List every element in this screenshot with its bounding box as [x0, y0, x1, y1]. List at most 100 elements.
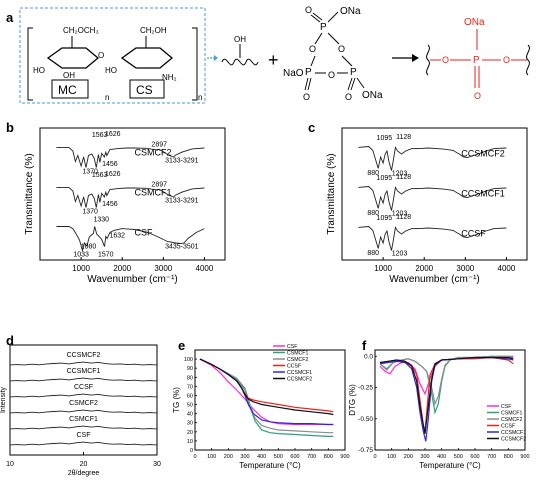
peak-label-ccsmcf1-8: 1203	[392, 211, 408, 218]
legend-label-csmcf1: CSMCF1	[501, 411, 522, 417]
product-chain-left	[426, 44, 430, 76]
x-axis-label: Temperature (°C)	[239, 461, 301, 470]
legend-label-ccsf: CCSF	[287, 364, 301, 370]
series-line-ccsmcf1	[9, 377, 158, 382]
mc-bracket-left	[27, 27, 33, 101]
x-tick-label-0: 0	[373, 454, 376, 460]
series-line-ccsf	[199, 358, 334, 413]
o-double-right: O	[345, 92, 352, 102]
y-tick-label-2: 20	[187, 430, 193, 436]
x-tick-label-30: 30	[153, 461, 161, 468]
panel-e-tg: 0 100 200 300 400 500 600 700 800 900 0 10 20 30 40 50 6…	[172, 338, 350, 470]
o-double-top: O	[305, 5, 312, 15]
peak-label-ccsmcf2-3: 1203	[392, 171, 408, 178]
p-right: P	[350, 67, 357, 78]
repeat-n-mc: n	[105, 93, 109, 102]
mc-o-label: O	[98, 51, 104, 60]
series-line-ccsf	[379, 356, 514, 432]
series-line-ccsmcf2	[358, 146, 507, 171]
product-o-left: O	[442, 55, 449, 65]
x-tick-label-600: 600	[470, 454, 479, 460]
panel-f-dtg: 0 100 200 300 400 500 600 700 800 900 0.0 -0.25 -0.5…	[348, 338, 530, 470]
x-tick-label-200: 200	[224, 454, 233, 460]
peak-label-ccsmcf2-1: 1128	[396, 134, 411, 141]
panel-label-d: d	[6, 333, 14, 348]
reaction-arrow-head	[412, 54, 419, 62]
series-line-csmcf1	[379, 355, 514, 415]
nao-left: NaO	[283, 68, 304, 79]
x-tick-label-600: 600	[290, 454, 299, 460]
peak-label-csmcf2-2: 2897	[151, 142, 167, 149]
panel-c-ftir: 1000 2000 3000 4000 Wavenumber (cm⁻¹) Transmi…	[308, 120, 528, 285]
peak-label-csf-15: 1632	[109, 233, 125, 240]
x-tick-label-200: 200	[404, 454, 413, 460]
x-tick-label-10: 10	[6, 461, 14, 468]
product-o-double: O	[474, 91, 481, 101]
cs-ch2oh-label: CH₂OH	[140, 26, 167, 35]
peak-label-ccsf-12: 880	[367, 250, 379, 257]
legend-label-ccsf: CCSF	[501, 424, 515, 430]
x-tick-label-4000: 4000	[498, 264, 516, 273]
plus-sign: +	[268, 50, 279, 70]
y-tick-label-2: -0.50	[358, 416, 373, 423]
cs-ho-label: HO	[105, 66, 117, 75]
series-label-csf: CSF	[77, 432, 91, 439]
y-tick-label-7: 70	[187, 384, 193, 390]
series-label-csmcf2: CSMCF2	[69, 400, 98, 407]
series-line-ccsmcf1	[358, 186, 507, 211]
legend-label-ccsmcf1: CCSMCF1	[501, 430, 526, 436]
series-label-csmcf1: CSMCF1	[69, 416, 98, 423]
peak-label-csmcf1-9: 2897	[151, 182, 167, 189]
product-ona: ONa	[464, 17, 485, 28]
series-line-ccsmcf1	[379, 356, 514, 442]
mc-ring	[46, 47, 100, 69]
x-tick-label-500: 500	[454, 454, 463, 460]
peak-label-csmcf1-7: 1563	[92, 172, 108, 179]
x-tick-label-3000: 3000	[456, 264, 474, 273]
plot-frame	[341, 127, 528, 261]
crosslinked-product: O P O ONa O	[426, 17, 530, 101]
peak-label-csmcf1-11: 1456	[102, 201, 118, 208]
x-tick-label-400: 400	[257, 454, 266, 460]
x-axis-label: Wavenumber (cm⁻¹)	[87, 274, 177, 285]
product-bonds	[430, 29, 527, 88]
mc-unit: CH₂OCH₃ HO OH O MC	[27, 26, 104, 101]
peak-label-ccsf-13: 1203	[392, 251, 408, 258]
y-tick-label-0: 0	[190, 448, 193, 454]
mc-oh-label: OH	[63, 71, 75, 80]
y-tick-label-3: 30	[187, 421, 193, 427]
series-label-csf-16: CSF	[135, 228, 154, 238]
legend-label-csf: CSF	[501, 404, 511, 410]
mc-label-box	[51, 79, 89, 99]
series-label-ccsmcf2-4: CCSMCF2	[461, 148, 505, 158]
cs-unit: CH₂OH HO NH₂ CS	[105, 26, 198, 101]
series-line-ccsf	[358, 226, 507, 251]
cs-ring	[120, 47, 174, 69]
peak-label-csmcf1-13: 3133-3291	[165, 197, 199, 204]
series-line-csmcf2	[56, 146, 205, 168]
peak-label-ccsmcf2-2: 880	[367, 170, 379, 177]
mc-ho-label: HO	[33, 66, 45, 75]
x-tick-label-800: 800	[504, 454, 513, 460]
y-tick-label-10: 100	[184, 357, 193, 363]
peak-label-ccsmcf1-5: 1095	[377, 175, 393, 182]
x-tick-label-800: 800	[324, 454, 333, 460]
x-tick-label-900: 900	[520, 454, 529, 460]
y-tick-label-5: 50	[187, 403, 193, 409]
series-line-ccsmcf2	[199, 358, 334, 416]
series-label-csmcf2-5: CSMCF2	[135, 148, 172, 158]
x-tick-label-700: 700	[307, 454, 316, 460]
x-tick-label-300: 300	[240, 454, 249, 460]
series-label-ccsf-14: CCSF	[461, 228, 486, 238]
plot-frame	[39, 127, 226, 261]
x-axis-label: Temperature (°C)	[419, 461, 481, 470]
panel-label-a: a	[6, 10, 14, 25]
y-axis-label: Intensity	[0, 386, 7, 413]
stmp-molecule: P P P O O O O ONa NaO O O ONa	[283, 5, 383, 102]
panel-b-ftir: 1000 2000 3000 4000 Wavenumber (cm⁻¹) Transmi…	[6, 120, 226, 285]
mc-label: MC	[58, 83, 77, 97]
product-chain-right	[526, 44, 530, 76]
y-tick-label-9: 90	[187, 366, 193, 372]
cs-label: CS	[136, 83, 153, 97]
x-tick-label-2000: 2000	[113, 264, 131, 273]
